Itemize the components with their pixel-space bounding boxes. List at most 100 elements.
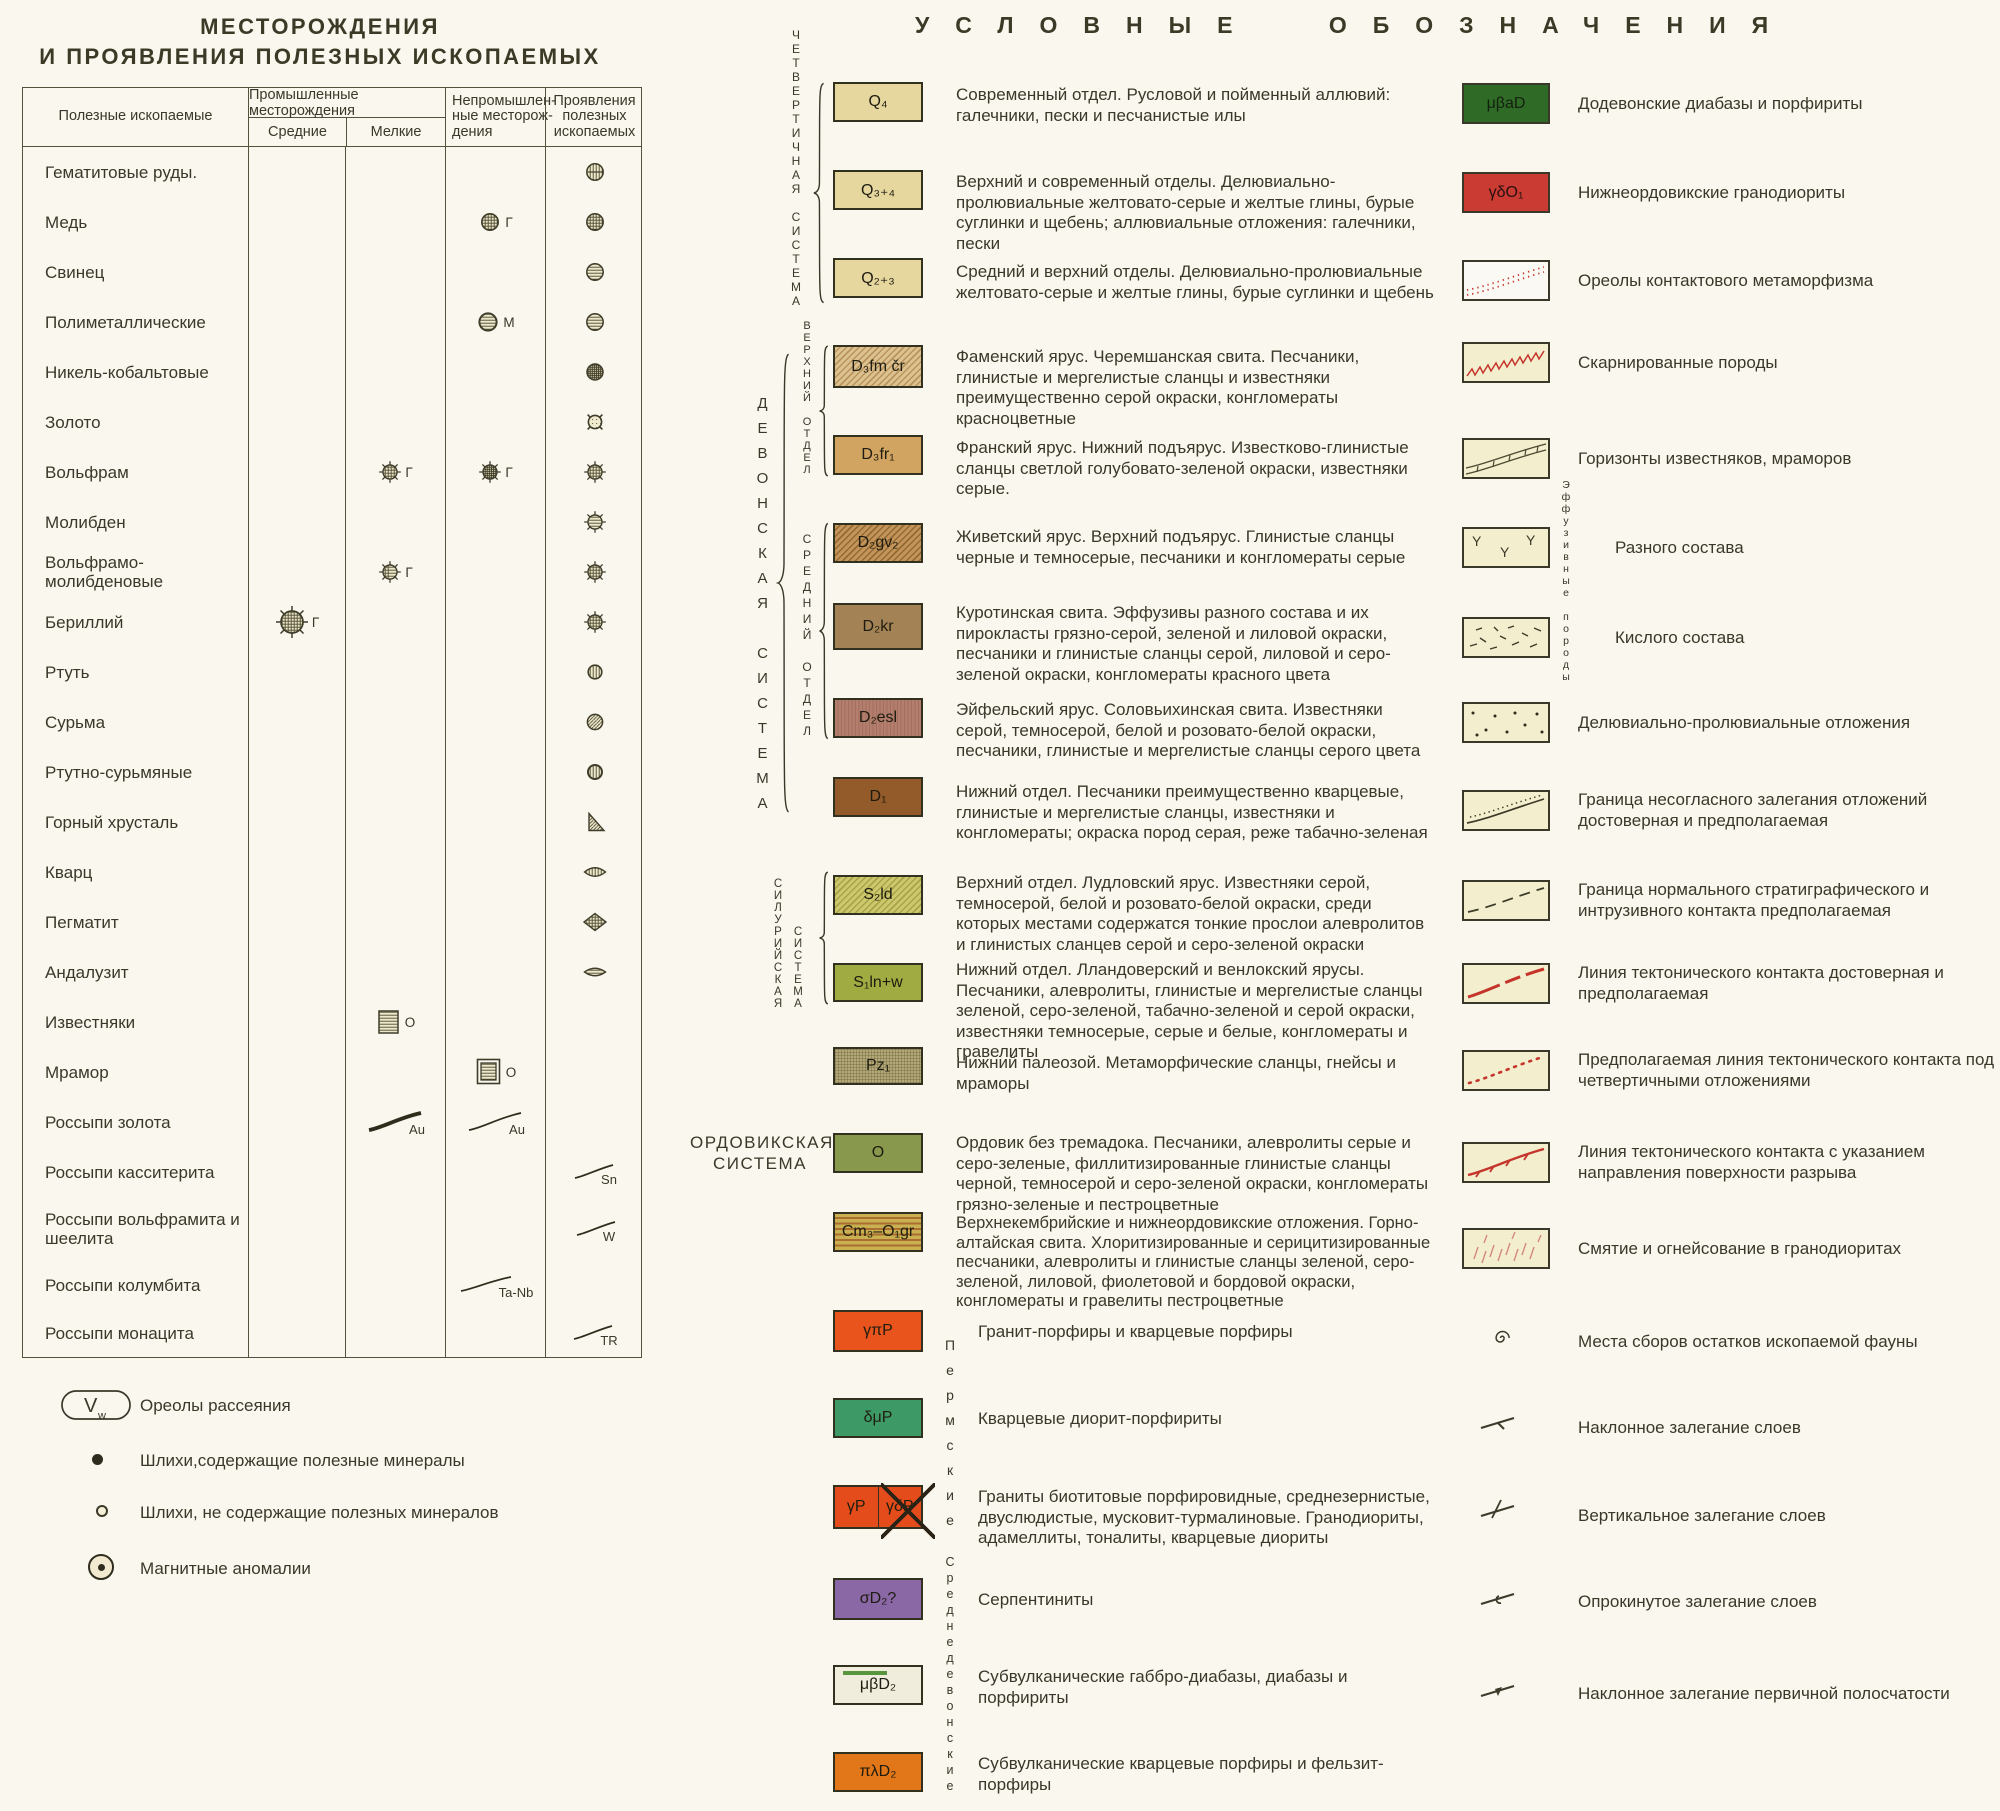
mercury-occurrence-icon [586, 664, 603, 680]
unit-code: μβD₂ [859, 1676, 897, 1693]
antimony-occurrence-icon [586, 713, 603, 731]
unit-code: γπP [863, 1322, 893, 1339]
limestone-horizons-swatch [1462, 438, 1550, 479]
group-label-silurian: СИЛУРИЙСКАЯ СИСТЕМА [772, 878, 804, 1010]
mineral-label: Россыпи вольфрамита и шеелита [23, 1197, 249, 1261]
table-row: Известняки О [23, 997, 641, 1047]
svg-text:Y: Y [1472, 533, 1482, 549]
unit-desc: Ордовик без тремадока. Песчаники, алевро… [956, 1133, 1429, 1214]
tungsten-molybdenum-small-deposit-icon [378, 560, 402, 584]
unit-code: μβaD [1486, 94, 1526, 112]
svg-text:V: V [84, 1395, 98, 1417]
red-fault-line-icon [1467, 967, 1545, 999]
polymetallic-occurrence-icon [585, 313, 604, 331]
brace-middle-devonian-section [818, 520, 829, 742]
tungsten-molybdenum-occurrence-icon [583, 560, 606, 584]
table-row: Медь Г [23, 197, 641, 247]
crumpling-gneiss-swatch [1462, 1228, 1550, 1269]
skarn-swatch [1462, 342, 1550, 383]
mineral-label: Ртуть [23, 647, 249, 697]
symbol-desc: Горизонты известняков, мраморов [1578, 449, 1852, 468]
nickel-occurrence-icon [585, 363, 604, 381]
mineral-label: Пегматит [23, 897, 249, 947]
limestone-small-deposit-icon [377, 1010, 399, 1034]
table-row: Золото [23, 397, 641, 447]
deposits-title-line1: МЕСТОРОЖДЕНИЯ [200, 14, 440, 39]
group-label-ordovician: ОРДОВИКСКАЯ СИСТЕМА [690, 1133, 834, 1173]
svg-text:w: w [97, 1410, 106, 1422]
swatch-o: O [833, 1133, 923, 1173]
red-dotted-band-icon [1466, 266, 1545, 296]
legend-title: УСЛОВНЫЕ ОБОЗНАЧЕНИЯ [915, 12, 1795, 38]
unit-code: S₁ln+w [853, 973, 903, 991]
concentrate-with-minerals-label: Шлихи,содержащие полезные минералы [140, 1451, 465, 1470]
swatch-mu-beta-ad: μβaD [1462, 83, 1550, 124]
group-label-effusive-rocks: Эффузивные породы [1560, 479, 1572, 683]
symbol-annotation: Г [311, 614, 320, 630]
symbol-desc: Смятие и огнейсование в гранодиоритах [1578, 1239, 1902, 1258]
table-row: Андалузит [23, 947, 641, 997]
mineral-label: Никель-кобальтовые [23, 347, 249, 397]
group-label-middle-devonian-section: СРЕДНИЙ ОТДЕЛ [800, 532, 814, 740]
pegmatite-occurrence-icon [582, 912, 607, 932]
symbol-annotation: М [503, 314, 515, 330]
table-row: Ртутно-сурьмяные [23, 747, 641, 797]
table-row: Кварц [23, 847, 641, 897]
symbol-annotation: TR [600, 1332, 618, 1348]
symbol-desc: Разного состава [1615, 538, 1744, 557]
deposits-table-header: Полезные ископаемые Промышленные месторо… [23, 87, 641, 147]
symbol-desc: Кислого состава [1615, 628, 1745, 647]
magnetic-anomaly-icon [88, 1554, 114, 1580]
symbol-annotation: О [404, 1014, 416, 1030]
inferred-tectonic-contact-swatch [1462, 1050, 1550, 1091]
mineral-label: Россыпи монацита [23, 1309, 249, 1357]
tectonic-contact-direction-swatch [1462, 1142, 1550, 1183]
swatch-delta-mu-p: δμP [833, 1398, 923, 1438]
unit-code: Q₂₊₃ [861, 270, 895, 287]
symbol-annotation: Г [505, 464, 513, 480]
col-header-small: Мелкие [370, 124, 422, 140]
symbol-annotation: Г [405, 564, 413, 580]
mineral-label: Россыпи колумбита [23, 1261, 249, 1309]
rock-crystal-occurrence-icon [587, 811, 606, 832]
symbol-annotation: Г [505, 214, 513, 230]
mineral-label: Гематитовые руды. [23, 147, 249, 197]
dashed-line-icon [1467, 887, 1545, 913]
gold-placer-noncommercial-icon [468, 1112, 522, 1131]
symbol-desc: Додевонские диабазы и порфириты [1578, 94, 1863, 113]
mineral-label: Медь [23, 197, 249, 247]
col-header-nonindustrial: Непромышлен- ные месторож- дения [446, 88, 556, 146]
normal-contact-swatch [1462, 880, 1550, 921]
unit-code: D₂gv₂ [857, 534, 899, 551]
symbol-annotation: Sn [601, 1171, 617, 1187]
effusive-acid-swatch [1462, 617, 1550, 658]
red-zigzag-band-icon [1466, 350, 1545, 377]
lead-occurrence-icon [585, 263, 604, 281]
unit-code: Pz₁ [865, 1057, 891, 1074]
unit-desc: Кварцевые диорит-порфириты [978, 1409, 1222, 1428]
magnetic-anomaly-label: Магнитные аномалии [140, 1559, 311, 1578]
mineral-label: Полиметаллические [23, 297, 249, 347]
copper-noncommercial-icon [481, 213, 500, 231]
brace-quaternary [812, 80, 825, 306]
unit-desc: Нижний отдел. Лландоверский и венлокский… [956, 960, 1423, 1061]
symbol-desc: Граница нормального стратиграфического и… [1578, 880, 1930, 920]
unit-code: D₃fm čr [851, 357, 905, 375]
quartz-occurrence-icon [582, 867, 607, 877]
symbol-desc: Предполагаемая линия тектонического конт… [1578, 1050, 1995, 1090]
symbol-desc: Ореолы контактового метаморфизма [1578, 271, 1874, 290]
mineral-label: Золото [23, 397, 249, 447]
symbol-desc: Наклонное залегание слоев [1578, 1418, 1801, 1437]
primary-banding-icon [1480, 1685, 1515, 1697]
mineral-label: Кварц [23, 847, 249, 897]
y-pattern-icon: YYY [1472, 532, 1536, 560]
swatch-pz1: Pz₁ [833, 1047, 923, 1085]
group-label-devonian: ДЕВОНСКАЯ СИСТЕМА [754, 395, 771, 820]
symbol-desc: Наклонное залегание первичной полосчатос… [1578, 1684, 1950, 1703]
green-bar [843, 1671, 887, 1675]
swatch-mu-beta-d2: μβD₂ [833, 1665, 923, 1705]
mineral-label: Известняки [23, 997, 249, 1047]
table-row: Ртуть [23, 647, 641, 697]
unit-code: S₂ld [863, 886, 893, 903]
